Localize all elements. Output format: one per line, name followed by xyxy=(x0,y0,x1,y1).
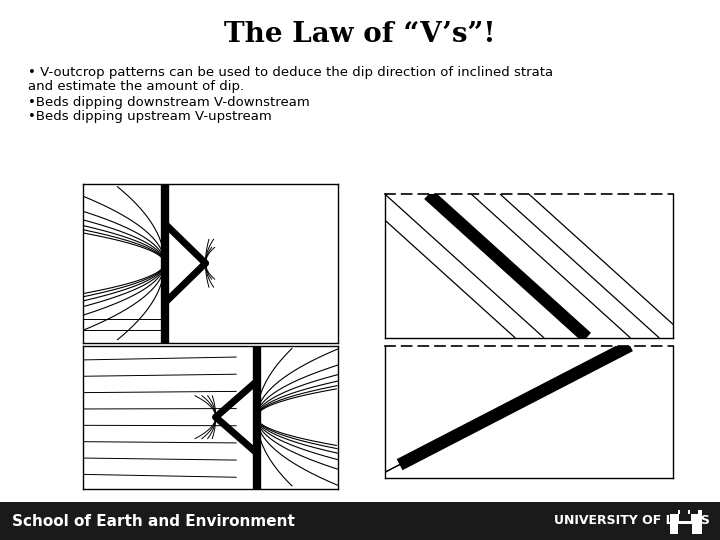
Bar xyxy=(0,502,720,540)
Text: •Beds dipping upstream V-upstream: •Beds dipping upstream V-upstream xyxy=(28,110,271,123)
Bar xyxy=(690,508,698,514)
Text: The Law of “V’s”!: The Law of “V’s”! xyxy=(224,22,496,49)
Bar xyxy=(680,508,688,514)
Text: •Beds dipping downstream V-downstream: •Beds dipping downstream V-downstream xyxy=(28,96,310,109)
Text: and estimate the amount of dip.: and estimate the amount of dip. xyxy=(28,80,244,93)
Text: • V-outcrop patterns can be used to deduce the dip direction of inclined strata: • V-outcrop patterns can be used to dedu… xyxy=(28,66,553,79)
Bar xyxy=(670,510,702,534)
Text: UNIVERSITY OF LEEDS: UNIVERSITY OF LEEDS xyxy=(554,515,710,528)
Text: School of Earth and Environment: School of Earth and Environment xyxy=(12,514,295,529)
Bar xyxy=(670,508,678,514)
Bar xyxy=(678,524,692,534)
Bar xyxy=(679,514,691,521)
